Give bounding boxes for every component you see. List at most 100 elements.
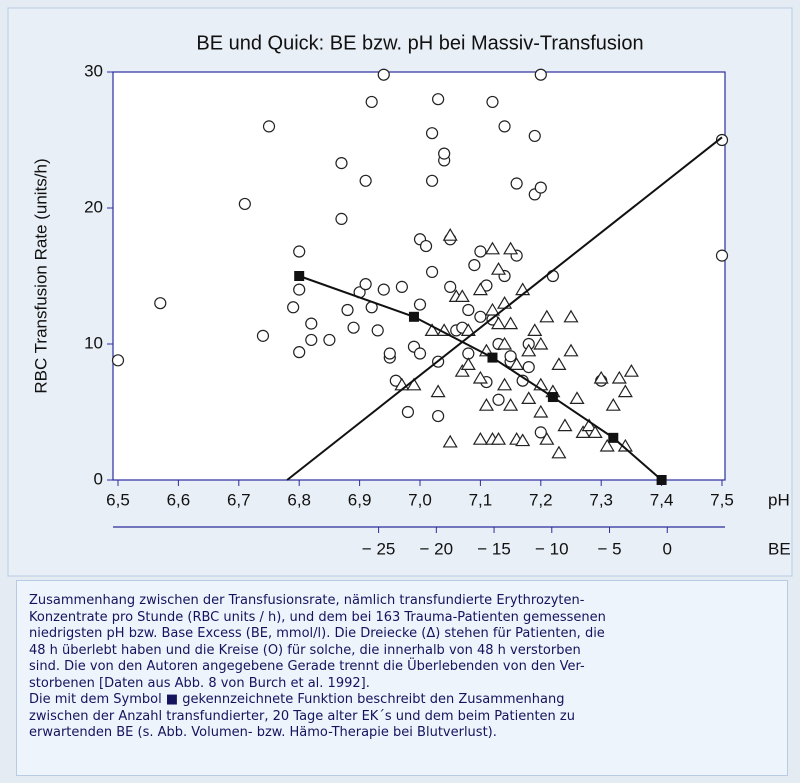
circle-point [377,283,390,296]
triangle-point [551,357,567,370]
circle-point [462,303,475,317]
square-point [408,311,419,322]
x-tick-label: 7,5 [710,490,734,509]
circle-point [425,174,439,187]
square-point [656,475,667,485]
x-tick-label: 6,5 [106,490,130,509]
x-tick-label: 7,0 [408,490,432,509]
x-axis-label: pH [768,490,790,509]
circle-point [359,278,372,291]
circle-point [715,133,729,147]
triangle-point [497,377,513,391]
circle-point [486,95,499,109]
triangle-point [623,364,639,377]
caption: Zusammenhang zwischen der Transfusionsra… [16,580,788,776]
x2-tick-label: − 5 [597,539,621,558]
x2-tick-label: − 25 [362,539,396,558]
x2-tick-label: − 20 [420,539,454,558]
triangle-point [569,391,585,404]
circle-point [425,265,439,279]
triangle-point [460,357,476,370]
circle-point [534,68,547,81]
triangle-point [581,418,597,432]
caption-line: Konzentrate pro Stunde (RBC units / h), … [29,609,606,625]
x2-tick-label: 0 [663,539,672,558]
triangle-point [503,316,519,330]
triangle-point [563,309,579,323]
chart: BE und Quick: BE bzw. pH bei Massiv-Tran… [7,7,793,577]
series-line [286,136,723,481]
caption-line: Die mit dem Symbol ■ gekennzeichnete Fun… [29,692,565,707]
y-tick-label: 20 [84,197,103,216]
circle-point [504,350,517,363]
triangle-point [503,241,519,255]
x-tick-label: 6,9 [348,490,372,509]
triangle-point [611,370,627,384]
circle-point [262,120,276,133]
circle-point [534,181,547,194]
circle-point [492,393,505,406]
triangle-point [605,398,621,411]
circle-point [546,269,559,283]
triangle-point [497,336,513,350]
x-tick-label: 7,1 [469,490,493,509]
circle-point [432,409,445,423]
circle-point [444,280,457,293]
caption-line: storbenen [Daten aus Abb. 8 von Burch et… [29,675,370,691]
circle-point [413,347,427,360]
circle-point [359,174,372,187]
circle-point [383,347,396,360]
triangle-point [472,370,488,384]
triangle-point [442,434,458,448]
circle-point [341,303,354,317]
triangle-point [533,336,549,350]
square-point [547,392,558,403]
triangle-point [472,282,488,296]
circle-point [474,310,487,323]
circle-point [377,68,390,81]
triangle-point [430,384,446,398]
circle-point [238,197,251,211]
circle-point [528,129,541,143]
triangle-point [539,309,555,323]
circle-point [432,93,445,106]
triangle-point [472,432,488,445]
triangle-point [617,384,633,398]
triangle-point [490,316,507,330]
circle-point [335,212,348,225]
triangle-point [454,289,470,302]
x2-tick-label: − 10 [535,539,569,558]
circle-point [522,361,535,374]
square-point [487,352,498,363]
circle-point [293,346,306,359]
triangle-point [484,302,501,316]
circle-point [111,354,125,367]
y-tick-label: 10 [84,333,103,352]
circle-point [154,297,167,310]
x2-axis-label: BE [768,539,791,558]
circle-point [474,245,487,258]
triangle-point [575,425,591,438]
triangle-point [551,445,567,459]
triangle-point [593,370,609,384]
y-tick-label: 0 [94,469,103,488]
circle-point [305,317,318,330]
triangle-point [460,323,476,336]
circle-point [498,120,511,133]
circle-point [413,298,427,311]
x-tick-label: 6,8 [287,490,311,509]
caption-line: 48 h überlebt haben und die Kreise (O) f… [29,642,581,658]
series-line [298,275,663,481]
circle-point [323,333,336,347]
circle-point [715,249,729,262]
triangle-point [406,377,422,391]
circle-point [365,95,378,109]
triangle-point [454,364,470,377]
circle-point [347,321,360,334]
triangle-point [515,433,531,447]
y-axis-label: RBC Transfusion Rate (units/h) [31,158,50,393]
circle-point [468,259,481,272]
caption-line: erwartenden BE (s. Abb. Volumen- bzw. Hä… [29,725,497,740]
triangle-point [599,438,615,452]
